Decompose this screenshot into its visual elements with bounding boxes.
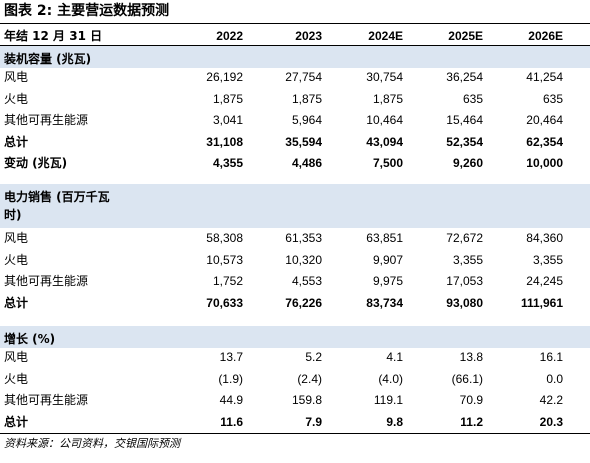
cell-value: 58,308 — [206, 231, 243, 245]
cell-value: (2.4) — [297, 371, 322, 386]
cell-value: 70.9 — [459, 393, 483, 408]
cell-value: 30,754 — [366, 70, 403, 84]
cell-value: 26,192 — [206, 70, 243, 84]
cell-value: 4,355 — [212, 156, 243, 171]
cell-value: 9.8 — [386, 414, 403, 429]
cell-value: 15,464 — [446, 113, 483, 128]
cell-value: 3,355 — [452, 252, 483, 267]
cell-value: 119.1 — [373, 393, 403, 408]
cell-value: 1,875 — [212, 91, 243, 106]
cell-value: 13.8 — [459, 350, 483, 364]
source: 资料来源：公司资料，交银国际预测 — [4, 437, 180, 450]
cell-value: 43,094 — [366, 134, 403, 149]
header-cell: 2022 — [216, 29, 243, 43]
cell-value: 20.3 — [539, 414, 563, 429]
cell-value: 635 — [462, 91, 483, 106]
cell-value: 16.1 — [539, 350, 563, 364]
cell-value: 9,975 — [372, 274, 403, 289]
cell-value: 4,486 — [291, 156, 322, 171]
section-band — [0, 184, 590, 228]
cell-value: 10,464 — [366, 113, 403, 128]
cell-value: 93,080 — [446, 295, 483, 310]
cell-value: 62,354 — [526, 134, 563, 149]
cell-value: 42.2 — [539, 393, 563, 408]
rule — [0, 45, 590, 46]
cell-value: 9,907 — [372, 252, 403, 267]
cell-value: 84,360 — [526, 231, 563, 245]
cell-value: 5.2 — [305, 350, 322, 364]
cell-value: 7,500 — [372, 156, 403, 171]
title: 图表 2: 主要营运数据预测 — [4, 3, 170, 19]
section-title: 增长 (%) — [4, 332, 56, 346]
cell-value: 36,254 — [446, 70, 483, 84]
cell-value: 24,245 — [526, 274, 563, 289]
row-label: 总计 — [4, 414, 29, 429]
row-label: 风电 — [4, 70, 29, 84]
cell-value: 111,961 — [520, 295, 563, 310]
row-label: 火电 — [4, 91, 29, 106]
cell-value: 9,260 — [452, 156, 483, 171]
row-label: 总计 — [4, 295, 29, 310]
cell-value: 76,226 — [285, 295, 322, 310]
row-label: 总计 — [4, 134, 29, 149]
row-label: 火电 — [4, 371, 29, 386]
cell-value: 63,851 — [366, 231, 403, 245]
cell-value: 72,672 — [446, 231, 483, 245]
cell-value: 52,354 — [446, 134, 483, 149]
header-cell: 年结 12 月 31 日 — [4, 29, 103, 43]
section-title: 装机容量 (兆瓦) — [4, 52, 92, 66]
header-cell: 2024E — [368, 29, 403, 43]
cell-value: 35,594 — [285, 134, 322, 149]
cell-value: 11.2 — [460, 414, 483, 429]
row-label: 其他可再生能源 — [4, 393, 89, 408]
cell-value: 83,734 — [366, 295, 403, 310]
cell-value: 20,464 — [526, 113, 563, 128]
cell-value: 11.6 — [220, 414, 243, 429]
header-cell: 2023 — [295, 29, 322, 43]
cell-value: 10,000 — [526, 156, 563, 171]
cell-value: 0.0 — [546, 371, 563, 386]
row-label: 火电 — [4, 252, 29, 267]
cell-value: 31,108 — [206, 134, 243, 149]
cell-value: (4.0) — [378, 371, 403, 386]
cell-value: 635 — [542, 91, 563, 106]
cell-value: 10,573 — [206, 252, 243, 267]
header-cell: 2026E — [528, 29, 563, 43]
cell-value: 41,254 — [526, 70, 563, 84]
cell-value: 4.1 — [386, 350, 403, 364]
row-label: 其他可再生能源 — [4, 274, 89, 289]
header-cell: 2025E — [448, 29, 483, 43]
cell-value: 3,355 — [532, 252, 563, 267]
cell-value: 4,553 — [291, 274, 322, 289]
row-label: 变动 (兆瓦) — [4, 156, 68, 171]
cell-value: 27,754 — [285, 70, 322, 84]
cell-value: 44.9 — [219, 393, 243, 408]
cell-value: 61,353 — [285, 231, 322, 245]
cell-value: 5,964 — [291, 113, 322, 128]
cell-value: 1,875 — [291, 91, 322, 106]
rule — [0, 433, 590, 434]
cell-value: 17,053 — [446, 274, 483, 289]
cell-value: 10,320 — [285, 252, 322, 267]
section-title: 电力销售 (百万千瓦时) — [4, 190, 110, 222]
cell-value: (1.9) — [218, 371, 243, 386]
cell-value: 1,875 — [372, 91, 403, 106]
cell-value: 7.9 — [305, 414, 322, 429]
section-band — [0, 46, 590, 68]
cell-value: 70,633 — [206, 295, 243, 310]
row-label: 风电 — [4, 231, 29, 245]
section-band — [0, 326, 590, 348]
rule — [0, 23, 590, 24]
cell-value: 13.7 — [219, 350, 243, 364]
row-label: 其他可再生能源 — [4, 113, 89, 128]
cell-value: 1,752 — [212, 274, 243, 289]
row-label: 风电 — [4, 350, 29, 364]
cell-value: (66.1) — [451, 371, 483, 386]
cell-value: 3,041 — [212, 113, 243, 128]
cell-value: 159.8 — [291, 393, 322, 408]
